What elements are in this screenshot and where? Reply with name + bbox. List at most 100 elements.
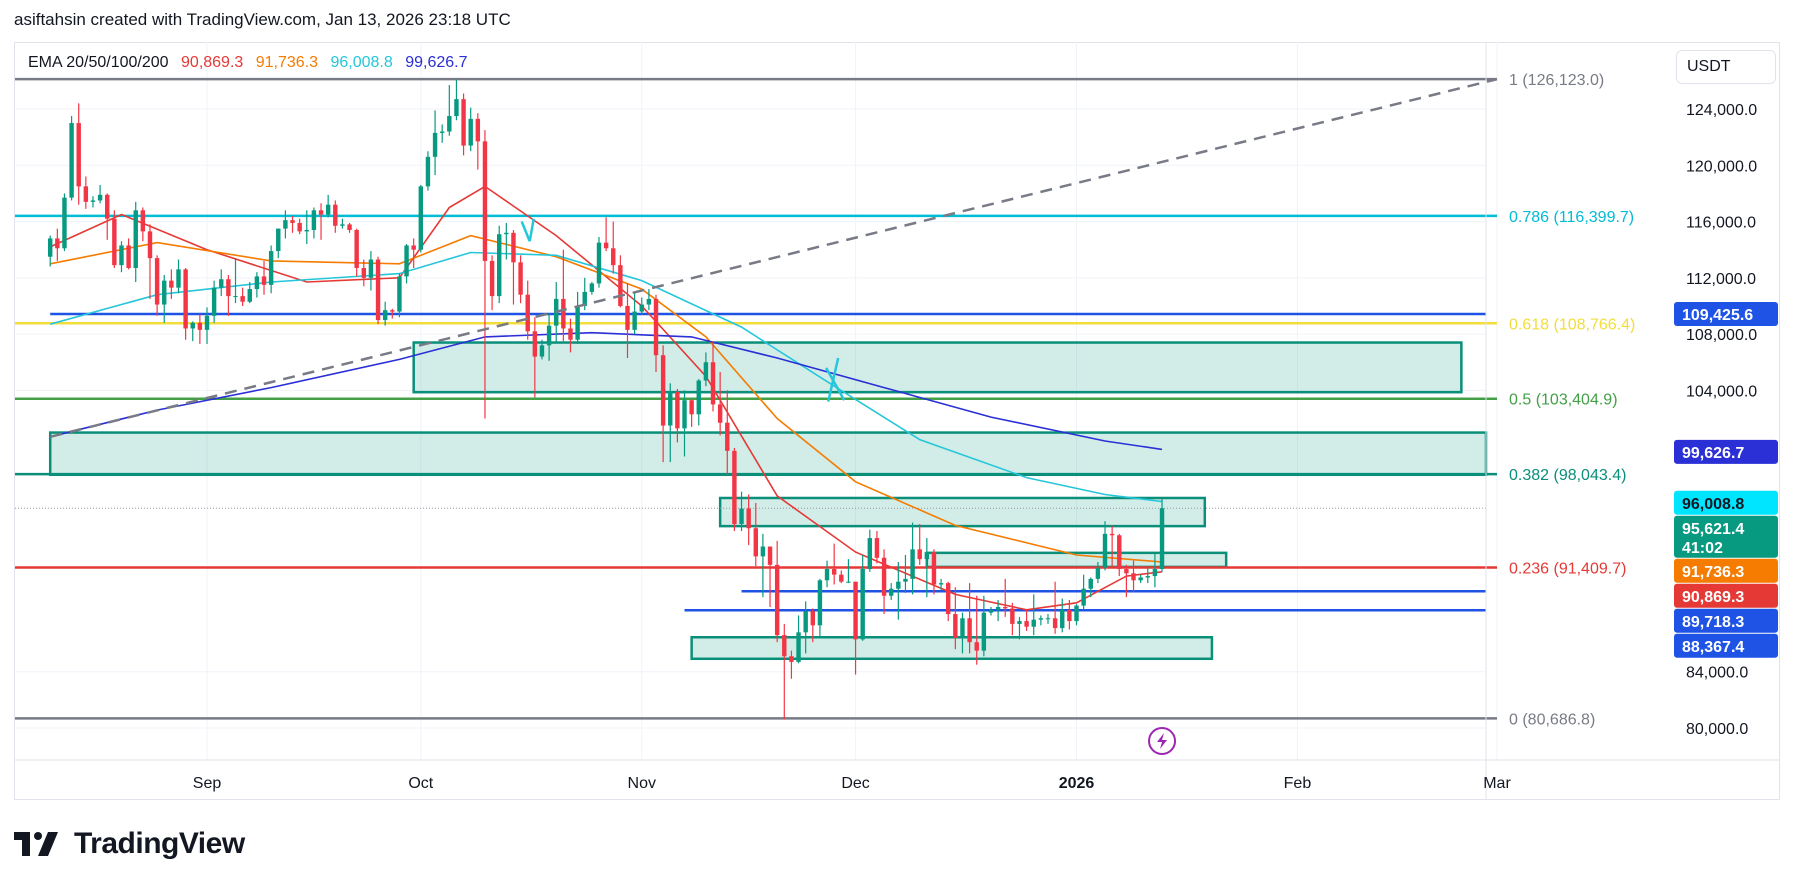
candle-body xyxy=(140,210,146,232)
footer-brand-name: TradingView xyxy=(74,827,245,860)
candle-body xyxy=(90,200,96,202)
candle-body xyxy=(304,229,309,232)
legend-ema200-value: 99,626.7 xyxy=(405,54,468,71)
candle-body xyxy=(76,123,81,187)
candle-body xyxy=(176,269,181,288)
price-badge xyxy=(1674,302,1778,327)
grid-layer xyxy=(15,42,1498,760)
candle-body xyxy=(1052,618,1058,629)
candle-body xyxy=(1010,608,1015,624)
candle-body xyxy=(368,259,374,278)
candle-body xyxy=(782,635,787,657)
price-axis-tick: 112,000.0 xyxy=(1686,271,1756,288)
candle-body xyxy=(489,260,495,297)
candle-body xyxy=(197,322,203,330)
candle-body xyxy=(582,291,587,306)
candle-body xyxy=(425,156,431,187)
price-badge-label: 90,869.3 xyxy=(1682,589,1744,606)
candle-body xyxy=(903,578,908,582)
tick-mark xyxy=(520,221,531,242)
candle-body xyxy=(290,220,295,223)
candle-body xyxy=(867,538,873,570)
candle-body xyxy=(62,197,67,249)
candle-body xyxy=(97,194,103,201)
candle-body xyxy=(917,549,922,560)
candle-body xyxy=(511,232,516,263)
legend-ema100-value: 96,008.8 xyxy=(330,54,393,71)
candle-body xyxy=(183,269,188,329)
candle-body xyxy=(803,611,808,633)
candle-body xyxy=(739,508,744,525)
price-axis-tick: 108,000.0 xyxy=(1686,327,1757,344)
candle-body xyxy=(618,265,623,306)
ema-legend[interactable]: EMA 20/50/100/200 90,869.3 91,736.3 96,0… xyxy=(28,54,476,72)
attribution-text: asiftahsin created with TradingView.com,… xyxy=(14,10,511,29)
price-axis-tick: 124,000.0 xyxy=(1686,102,1757,119)
candle-body xyxy=(162,280,167,305)
chart-frame xyxy=(14,42,1780,800)
candle-body xyxy=(810,611,816,626)
candle-body xyxy=(1138,577,1143,581)
fib-level-label: 0 (80,686.8) xyxy=(1509,711,1595,728)
zones-layer xyxy=(48,341,1488,661)
candle-body xyxy=(454,99,459,117)
candle-body xyxy=(774,564,780,636)
axis-layer: 124,000.0 120,000.0 116,000.0 112,000.0 108,… xyxy=(14,42,1780,800)
candle-body xyxy=(1152,569,1158,577)
candle-body xyxy=(732,450,737,525)
candle-body xyxy=(860,569,865,640)
candle-body xyxy=(1088,578,1093,589)
candle-body xyxy=(219,279,224,288)
fib-level-label: 0.5 (103,404.9) xyxy=(1509,392,1618,409)
candle-body xyxy=(382,310,388,321)
candle-body xyxy=(404,245,409,277)
candle-body xyxy=(539,345,545,357)
price-badge-label: 89,718.3 xyxy=(1682,614,1744,631)
candle-body xyxy=(233,296,238,298)
support-resistance-zone xyxy=(718,496,1207,528)
candle-body xyxy=(126,245,131,268)
candle-body xyxy=(988,609,994,613)
price-badge xyxy=(1674,439,1778,464)
candle-body xyxy=(660,355,666,426)
candle-body xyxy=(1102,533,1108,568)
price-badge xyxy=(1674,558,1778,583)
legend-title: EMA 20/50/100/200 xyxy=(28,54,169,71)
candle-body xyxy=(340,224,345,226)
candle-body xyxy=(1024,621,1029,627)
time-axis-tick: Oct xyxy=(408,775,433,792)
candle-body xyxy=(767,546,773,565)
candle-body xyxy=(881,557,887,596)
candle-body xyxy=(1031,619,1036,627)
fib-level-label: 0.618 (108,766.4) xyxy=(1509,316,1635,333)
price-badge-label: 91,736.3 xyxy=(1682,564,1744,581)
candle-body xyxy=(518,262,523,295)
candle-body xyxy=(981,612,987,651)
price-badge xyxy=(1674,608,1778,633)
candle-body xyxy=(325,204,331,215)
candle-body xyxy=(390,310,395,312)
candle-body xyxy=(226,279,231,297)
footer-brand[interactable]: TradingView xyxy=(14,824,245,864)
currency-selector[interactable]: USDT xyxy=(1676,50,1776,84)
price-badge-countdown: 41:02 xyxy=(1682,540,1723,557)
candle-body xyxy=(211,287,217,316)
fib-level-label: 0.236 (91,409.7) xyxy=(1509,560,1626,577)
candle-body xyxy=(475,118,481,142)
candle-body xyxy=(119,245,124,266)
candle-body xyxy=(639,304,644,312)
candle-body xyxy=(297,222,302,232)
fib-level-label: 1 (126,123.0) xyxy=(1509,72,1604,89)
candle-body xyxy=(69,123,74,198)
candle-body xyxy=(112,218,117,266)
candle-body xyxy=(589,283,595,292)
candle-body xyxy=(447,116,452,132)
candle-body xyxy=(1095,567,1101,579)
candle-body xyxy=(1124,569,1129,574)
candle-body xyxy=(83,186,89,202)
candle-body xyxy=(1038,618,1044,620)
candle-body xyxy=(967,618,972,643)
candle-body xyxy=(1109,533,1115,536)
legend-ema50-value: 91,736.3 xyxy=(255,54,319,71)
